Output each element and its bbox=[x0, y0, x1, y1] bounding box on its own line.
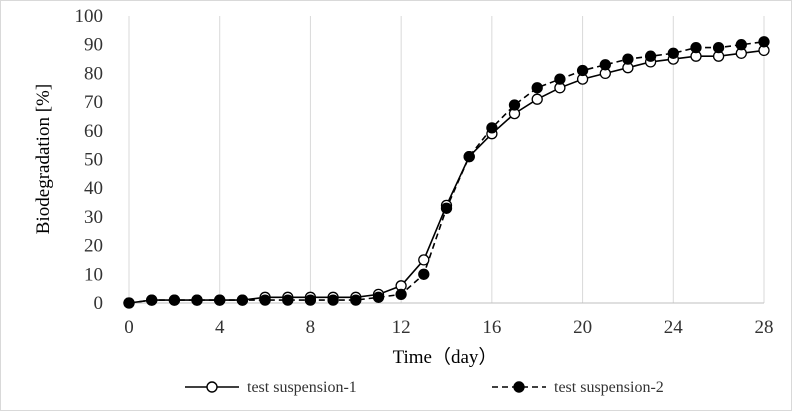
series-2-point-19 bbox=[554, 73, 566, 85]
series-2-point-18 bbox=[531, 82, 543, 94]
x-tick-label-0: 0 bbox=[124, 317, 134, 338]
series-2-point-1 bbox=[146, 294, 158, 306]
legend: test suspension-1 test suspension-2 bbox=[185, 379, 664, 396]
series-2-point-26 bbox=[712, 41, 725, 54]
x-tick-label-24: 24 bbox=[664, 317, 684, 338]
series-2-point-6 bbox=[259, 294, 271, 306]
x-tick-label-8: 8 bbox=[306, 317, 316, 338]
series-1-point-13 bbox=[418, 254, 430, 266]
series-2-line bbox=[128, 41, 765, 304]
legend-item-1: test suspension-1 bbox=[185, 379, 357, 396]
series-2-point-2 bbox=[168, 294, 181, 306]
series-2-point-28 bbox=[758, 36, 770, 48]
y-tick-label-90: 90 bbox=[84, 35, 103, 56]
y-tick-label-30: 30 bbox=[84, 207, 103, 228]
series-2-point-27 bbox=[735, 39, 747, 51]
y-tick-label-70: 70 bbox=[84, 92, 103, 113]
series-2-point-12 bbox=[395, 288, 407, 301]
y-tick-label-80: 80 bbox=[84, 63, 103, 84]
y-axis-title: Biodegradation [%] bbox=[33, 84, 54, 234]
y-tick-label-100: 100 bbox=[75, 6, 104, 27]
series-1-point-18 bbox=[531, 93, 543, 105]
tick-labels: 0 4 8 12 16 20 24 28 0 10 20 30 40 50 60 70 80 90 100 bbox=[75, 6, 774, 338]
x-tick-label-12: 12 bbox=[392, 317, 411, 338]
series-2-point-21 bbox=[599, 59, 611, 71]
legend-item-2: test suspension-2 bbox=[492, 379, 664, 396]
x-axis-title: Time（day） bbox=[393, 346, 498, 368]
series-1-line bbox=[128, 49, 765, 304]
series-2-point-5 bbox=[236, 294, 249, 306]
y-tick-label-10: 10 bbox=[84, 264, 103, 285]
series-2-point-14 bbox=[440, 202, 453, 214]
series-2-point-15 bbox=[463, 150, 475, 163]
y-tick-label-50: 50 bbox=[84, 150, 103, 171]
series-2-point-3 bbox=[191, 294, 203, 306]
series-2-point-22 bbox=[622, 53, 634, 65]
x-tick-label-28: 28 bbox=[755, 317, 774, 338]
y-tick-label-40: 40 bbox=[84, 178, 103, 199]
series-2-point-13 bbox=[418, 268, 430, 280]
series-2-point-20 bbox=[576, 64, 589, 77]
series-2-point-4 bbox=[214, 294, 226, 306]
axes bbox=[128, 16, 764, 304]
series-lines bbox=[128, 41, 765, 304]
x-tick-label-4: 4 bbox=[215, 317, 225, 338]
series-2-point-16 bbox=[486, 122, 498, 134]
gridlines bbox=[219, 16, 765, 303]
series-2-point-17 bbox=[508, 99, 521, 111]
legend-marker-1 bbox=[206, 381, 218, 393]
series-2-point-0 bbox=[123, 297, 135, 309]
x-tick-label-20: 20 bbox=[573, 317, 592, 338]
legend-marker-2 bbox=[513, 381, 525, 393]
series-2-point-8 bbox=[304, 294, 317, 306]
y-tick-label-20: 20 bbox=[84, 236, 103, 257]
series-2-point-24 bbox=[667, 47, 679, 59]
legend-label-1: test suspension-1 bbox=[247, 379, 357, 396]
y-tick-label-0: 0 bbox=[94, 293, 104, 314]
series-2-point-25 bbox=[690, 41, 702, 54]
y-tick-label-60: 60 bbox=[84, 121, 103, 142]
series-markers bbox=[123, 36, 770, 309]
legend-label-2: test suspension-2 bbox=[554, 379, 664, 396]
x-tick-label-16: 16 bbox=[482, 317, 501, 338]
series-2-point-23 bbox=[644, 50, 657, 62]
series-2-point-11 bbox=[372, 291, 385, 303]
series-2-point-9 bbox=[327, 294, 339, 306]
series-2-point-7 bbox=[282, 294, 294, 306]
series-2-point-10 bbox=[350, 294, 362, 306]
